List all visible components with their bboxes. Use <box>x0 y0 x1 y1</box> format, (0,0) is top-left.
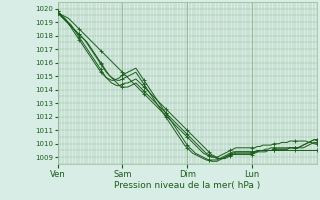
X-axis label: Pression niveau de la mer( hPa ): Pression niveau de la mer( hPa ) <box>114 181 260 190</box>
